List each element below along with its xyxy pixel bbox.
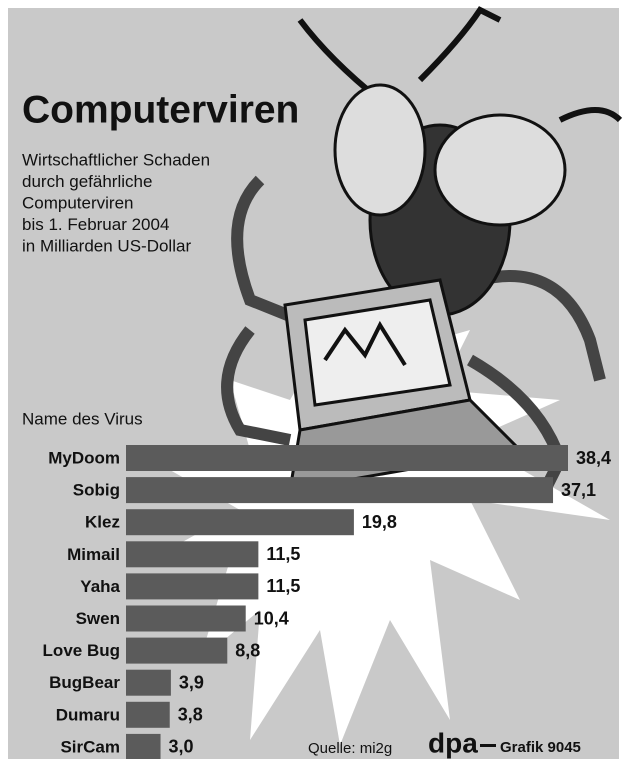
source: Quelle: mi2g [308,740,392,757]
agency: dpa [428,727,478,758]
category-label: Mimail [67,545,120,564]
bar [126,541,259,568]
category-label: Love Bug [43,641,120,660]
value-label: 8,8 [235,640,260,660]
value-label: 37,1 [561,480,596,500]
value-label: 3,9 [179,672,204,692]
axis-label: Name des Virus [22,409,143,428]
value-label: 3,0 [169,737,194,757]
value-label: 38,4 [576,448,611,468]
value-label: 11,5 [266,544,300,564]
subtitle-line: in Milliarden US-Dollar [22,236,191,255]
category-label: Dumaru [56,705,120,724]
category-label: Swen [76,609,120,628]
bar [126,573,259,600]
bug-illustration [221,6,623,503]
category-label: Yaha [80,577,120,596]
burst [150,300,610,745]
subtitle-line: bis 1. Februar 2004 [22,215,169,234]
bar [126,509,354,536]
bar [126,477,554,504]
category-label: Klez [85,513,120,532]
dash [480,744,496,747]
subtitle-line: Computerviren [22,193,134,212]
subtitle-line: Wirtschaftlicher Schaden [22,150,210,169]
chart-title: Computerviren [22,88,299,131]
bar [126,445,568,471]
bar [126,701,170,728]
value-label: 11,5 [266,576,300,596]
value-label: 19,8 [362,512,397,532]
bar [126,733,161,759]
subtitle-line: durch gefährliche [22,172,152,191]
bar [126,669,171,696]
category-label: MyDoom [48,448,120,467]
category-label: BugBear [49,673,120,692]
bar [126,605,246,632]
bar [126,637,228,664]
credit: Grafik 9045 [500,739,581,756]
value-label: 3,8 [178,705,203,725]
category-label: Sobig [73,481,120,500]
value-label: 10,4 [254,608,289,628]
category-label: SirCam [60,737,120,756]
